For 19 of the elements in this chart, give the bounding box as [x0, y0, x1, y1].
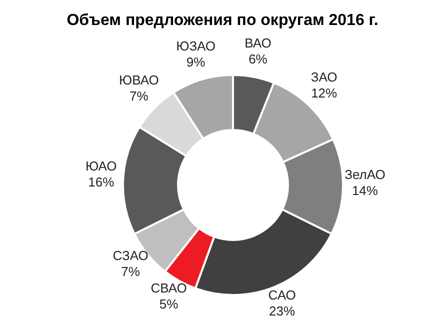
- data-label: 7%: [121, 264, 140, 280]
- slice-label: ЮЗАО: [176, 38, 216, 54]
- slice-label: ЮВАО: [118, 72, 159, 88]
- data-label: 7%: [130, 88, 149, 104]
- data-label: 6%: [248, 51, 268, 66]
- chart-title: Объем предложения по округам 2016 г.: [66, 12, 380, 30]
- slice-label: ЗАО: [310, 69, 338, 84]
- slice-label: ВАО: [244, 35, 272, 50]
- data-label: 9%: [186, 54, 206, 70]
- slice-label: СВАО: [150, 280, 187, 296]
- slice-label: ЮАО: [86, 158, 117, 174]
- slice-label: СЗАО: [112, 248, 148, 264]
- slice-label: ЗелАО: [344, 167, 386, 182]
- slice-label: САО: [268, 288, 296, 303]
- data-label: 5%: [159, 296, 179, 312]
- data-label: 12%: [311, 85, 338, 100]
- data-label: 14%: [352, 183, 378, 198]
- data-label: 23%: [269, 304, 296, 319]
- data-label: 16%: [88, 174, 115, 190]
